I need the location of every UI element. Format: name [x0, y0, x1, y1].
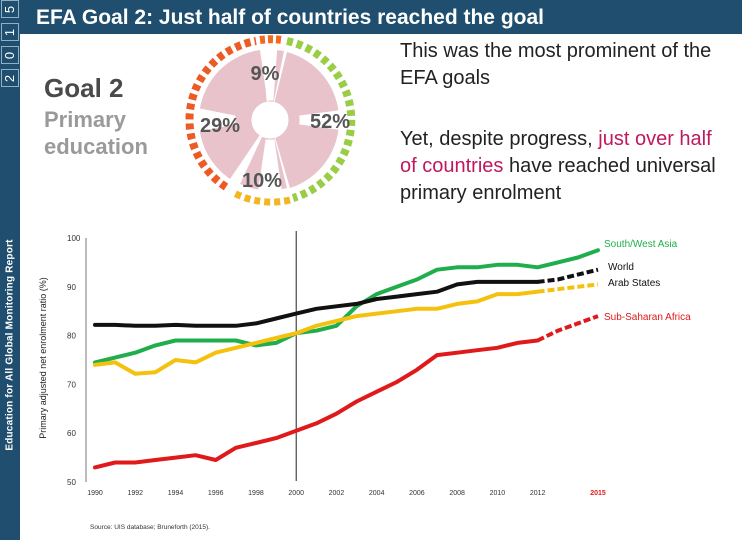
goal-subtitle-line2: education	[44, 134, 148, 159]
y-tick-label: 50	[67, 478, 76, 487]
pie-label-9: 9%	[251, 63, 280, 85]
year-digit-box: 1	[1, 23, 19, 41]
pie-arrow-left	[194, 107, 236, 133]
legend-label-sub-saharan-africa: Sub-Saharan Africa	[604, 312, 691, 323]
series-line-projection	[537, 267, 599, 284]
series-line	[93, 338, 540, 470]
goal-subtitle: Primary education	[44, 106, 148, 160]
note-progress-before: Yet, despite progress,	[400, 128, 599, 150]
page-title: EFA Goal 2: Just half of countries reach…	[36, 6, 544, 29]
pie-arrow-down	[257, 139, 283, 196]
series-line	[93, 289, 540, 376]
note-progress: Yet, despite progress, just over half of…	[400, 126, 730, 207]
pie-ring-close	[232, 189, 291, 206]
note-highlight: just over half of countries	[400, 128, 712, 177]
pie-label-29: 29%	[200, 115, 240, 137]
y-tick-label: 80	[67, 332, 76, 341]
goal-subtitle-line1: Primary	[44, 107, 126, 132]
x-tick-label: 1996	[208, 490, 224, 497]
x-tick-label: 2006	[409, 490, 425, 497]
x-tick-label: 2012	[530, 490, 546, 497]
x-tick-label: 2010	[490, 490, 506, 497]
x-tick-label: 1998	[248, 490, 264, 497]
pie-label-52: 52%	[310, 111, 350, 133]
pie-arrow-up	[262, 44, 278, 101]
goal-title: Goal 2	[44, 73, 124, 103]
y-tick-label: 70	[67, 380, 76, 389]
year-digit-box: 5	[1, 0, 19, 18]
pie-label-10: 10%	[242, 170, 282, 192]
x-tick-label: 2000	[288, 490, 304, 497]
left-sidebar: 5 1 0 2 Education for All Global Monitor…	[0, 0, 20, 540]
x-tick-label: 1994	[168, 490, 184, 497]
x-tick-label: 2015	[590, 490, 606, 497]
y-tick-label: 90	[67, 283, 76, 292]
legend-label-arab-states: Arab States	[608, 278, 660, 289]
source-note: Source: UIS database; Bruneforth (2015).	[90, 524, 210, 531]
pie-segment-left	[198, 50, 270, 179]
pie-arrow-right	[299, 109, 346, 131]
x-tick-label: 1990	[87, 490, 103, 497]
title-bar	[20, 0, 742, 34]
series-line-projection	[537, 282, 599, 294]
pie-ring-reached	[286, 37, 356, 202]
series-line	[93, 248, 600, 365]
y-axis-title: Primary adjusted net enrolment ratio (%)	[38, 277, 48, 439]
series-line-projection	[536, 314, 599, 343]
y-tick-label: 60	[67, 429, 76, 438]
year-digit-box: 0	[1, 46, 19, 64]
x-tick-label: 2008	[449, 490, 465, 497]
note-progress-after: have reached universal primary enrolment	[400, 155, 716, 204]
legend-label-south-west-asia: South/West Asia	[604, 239, 678, 250]
legend-label-world: World	[608, 262, 634, 273]
note-most-prominent: This was the most prominent of the EFA g…	[400, 40, 712, 89]
year-digit-box: 2	[1, 69, 19, 87]
pie-ring-top	[259, 35, 283, 44]
series-line	[93, 279, 540, 328]
y-tick-label: 100	[67, 234, 81, 243]
x-tick-label: 2004	[369, 490, 385, 497]
x-tick-label: 1992	[127, 490, 143, 497]
x-tick-label: 2002	[329, 490, 345, 497]
pie-ring-far	[185, 37, 257, 191]
